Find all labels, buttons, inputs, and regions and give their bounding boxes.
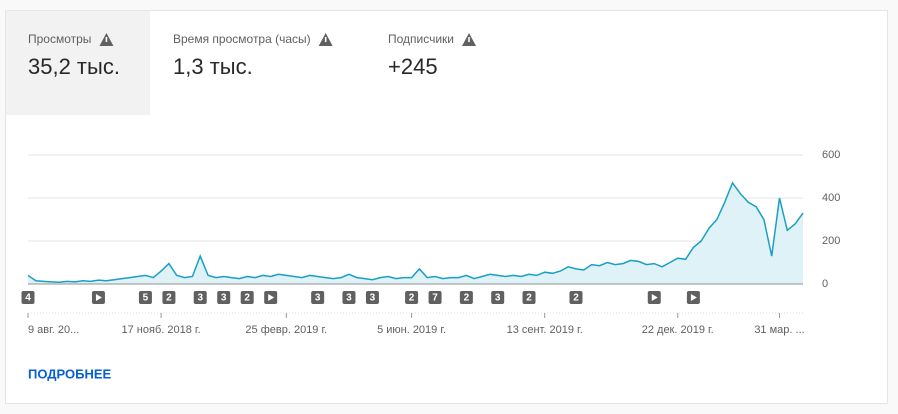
tab-value[interactable]: +245 xyxy=(388,54,438,79)
marker-label: 7 xyxy=(432,293,438,304)
video-marker[interactable] xyxy=(193,291,207,304)
video-marker[interactable] xyxy=(217,291,231,304)
selected-tab[interactable] xyxy=(6,11,150,115)
area xyxy=(28,182,803,284)
marker-label: 3 xyxy=(221,293,227,304)
y-tick-label: 600 xyxy=(822,149,840,161)
video-marker[interactable] xyxy=(311,291,325,304)
tab-value[interactable]: 35,2 тыс. xyxy=(28,54,120,79)
tab-label[interactable]: Подписчики xyxy=(388,32,454,46)
warning-mark xyxy=(468,37,470,42)
video-marker[interactable] xyxy=(522,291,536,304)
x-tick-label: 31 мар. ... xyxy=(754,324,804,336)
marker-label: 2 xyxy=(244,293,250,304)
video-marker[interactable] xyxy=(569,291,583,304)
video-marker[interactable] xyxy=(491,291,505,304)
marker-label: 3 xyxy=(346,293,352,304)
x-tick-label: 9 авг. 20... xyxy=(28,324,79,336)
tab-label[interactable]: Время просмотра (часы) xyxy=(173,32,311,46)
x-tick-label: 17 нояб. 2018 г. xyxy=(122,324,201,336)
marker-label: 3 xyxy=(315,293,321,304)
line xyxy=(27,181,804,284)
marker-label: 2 xyxy=(409,293,415,304)
video-marker[interactable] xyxy=(405,291,419,304)
tab-label[interactable]: Просмотры xyxy=(28,32,91,46)
y-tick-label: 400 xyxy=(822,192,840,204)
video-marker[interactable] xyxy=(162,291,176,304)
y-tick-label: 200 xyxy=(822,235,840,247)
warning-mark xyxy=(324,37,327,42)
marker-label: 2 xyxy=(573,293,579,304)
y-tick-label: 0 xyxy=(822,278,828,290)
video-marker[interactable] xyxy=(342,291,356,304)
video-marker[interactable] xyxy=(240,291,254,304)
tab-value[interactable]: 1,3 тыс. xyxy=(173,54,253,79)
play-icon xyxy=(690,294,697,301)
x-tick-label: 22 дек. 2019 г. xyxy=(642,324,714,336)
marker-label: 2 xyxy=(166,293,172,304)
play-icon xyxy=(268,294,275,301)
video-marker[interactable] xyxy=(138,291,152,304)
play-icon xyxy=(95,294,102,301)
more-link[interactable]: ПОДРОБНЕЕ xyxy=(28,366,112,381)
x-tick-label: 25 февр. 2019 г. xyxy=(245,324,327,336)
marker-label: 3 xyxy=(495,293,501,304)
play-icon xyxy=(651,294,658,301)
marker-label: 3 xyxy=(197,293,203,304)
marker-label: 3 xyxy=(370,293,376,304)
marker-label: 2 xyxy=(464,293,470,304)
x-tick-label: 5 июн. 2019 г. xyxy=(377,324,446,336)
warning-mark xyxy=(105,37,108,42)
video-marker[interactable] xyxy=(365,291,379,304)
marker-label: 4 xyxy=(25,293,31,304)
video-marker[interactable] xyxy=(459,291,473,304)
marker-label: 5 xyxy=(143,293,149,304)
video-marker[interactable] xyxy=(21,291,35,304)
x-tick-label: 13 сент. 2019 г. xyxy=(507,324,583,336)
marker-label: 2 xyxy=(526,293,532,304)
video-marker[interactable] xyxy=(428,291,442,304)
